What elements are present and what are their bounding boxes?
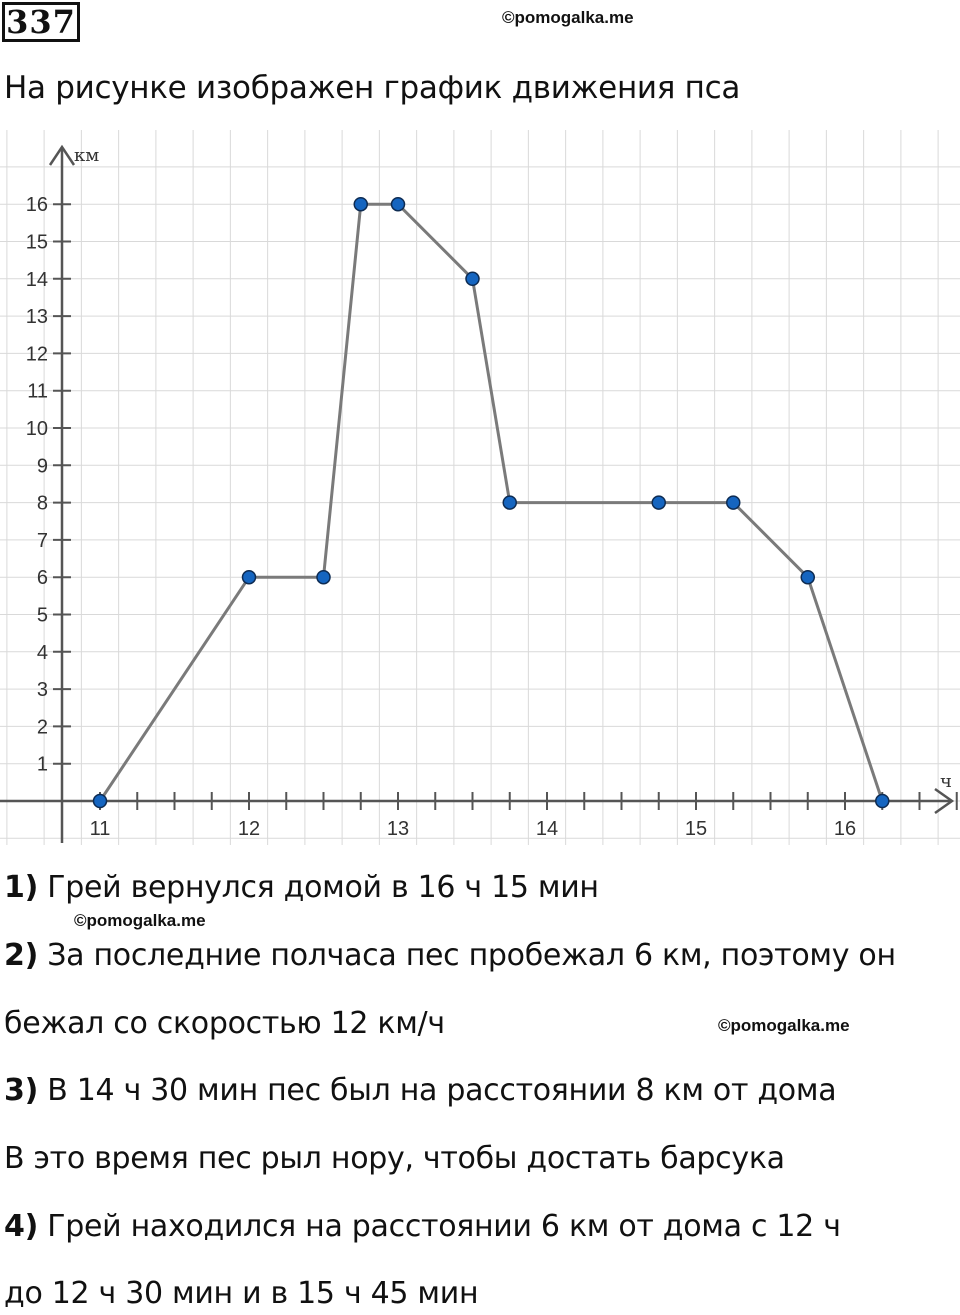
answer-1-number: 1): [4, 870, 38, 905]
data-point: [726, 495, 741, 510]
answer-4-text: Грей находился на расстоянии 6 км от дом…: [38, 1209, 841, 1244]
y-tick-label: 8: [37, 493, 48, 515]
y-axis-label: км: [74, 145, 99, 166]
answer-2-text: За последние полчаса пес пробежал 6 км, …: [38, 938, 896, 973]
answer-2: 2) За последние полчаса пес пробежал 6 к…: [4, 938, 896, 973]
data-point: [390, 196, 406, 212]
answer-3: 3) В 14 ч 30 мин пес был на расстоянии 8…: [4, 1073, 837, 1108]
watermark-middle: ©pomogalka.me: [74, 911, 206, 930]
x-tick-label: 14: [536, 818, 558, 840]
problem-heading: На рисунке изображен график движения пса: [4, 70, 741, 106]
answer-1: 1) Грей вернулся домой в 16 ч 15 мин: [4, 870, 599, 905]
y-tick-label: 15: [26, 232, 48, 254]
answer-1-text: Грей вернулся домой в 16 ч 15 мин: [38, 870, 599, 905]
x-tick-label: 11: [90, 818, 111, 840]
answer-4-continued: до 12 ч 30 мин и в 15 ч 45 мин: [4, 1276, 479, 1311]
y-tick-label: 2: [37, 716, 48, 738]
y-tick-label: 12: [26, 343, 48, 365]
y-tick-label: 10: [26, 418, 48, 440]
data-point: [316, 569, 331, 585]
x-tick-label: 15: [685, 818, 707, 840]
y-tick-label: 1: [37, 754, 48, 776]
answer-3-number: 3): [4, 1073, 38, 1108]
answer-2-number: 2): [4, 938, 38, 973]
y-tick-label: 4: [37, 642, 48, 664]
y-tick-label: 11: [27, 381, 48, 403]
x-axis-label: ч: [940, 771, 952, 792]
data-point: [651, 495, 666, 510]
answer-3-continued: В это время пес рыл нору, чтобы достать …: [4, 1141, 785, 1176]
y-tick-label: 14: [26, 269, 48, 291]
x-tick-label: 16: [834, 818, 856, 840]
data-point: [241, 569, 257, 585]
y-tick-label: 16: [26, 194, 48, 216]
x-tick-label: 12: [238, 818, 260, 840]
data-point: [800, 569, 815, 585]
answer-4: 4) Грей находился на расстоянии 6 км от …: [4, 1209, 841, 1244]
data-point: [502, 495, 517, 510]
problem-number: 337: [2, 2, 80, 42]
answer-3-text: В 14 ч 30 мин пес был на расстоянии 8 км…: [38, 1073, 837, 1108]
answer-4-number: 4): [4, 1209, 38, 1244]
data-point: [465, 271, 480, 287]
y-tick-label: 3: [37, 679, 48, 701]
watermark-top: ©pomogalka.me: [502, 8, 634, 27]
y-tick-label: 6: [37, 567, 48, 589]
x-tick-label: 13: [387, 818, 409, 840]
data-point: [353, 196, 368, 212]
y-tick-label: 7: [37, 530, 48, 552]
data-point: [875, 793, 890, 809]
y-axis-arrow: [48, 144, 76, 166]
y-tick-label: 5: [37, 605, 48, 627]
watermark-bottom: ©pomogalka.me: [718, 1016, 850, 1035]
y-tick-label: 13: [26, 306, 48, 328]
answer-2-continued: бежал со скоростью 12 км/ч: [4, 1006, 445, 1041]
x-axis-arrow: [934, 787, 955, 815]
y-tick-label: 9: [37, 455, 48, 477]
data-point: [92, 793, 108, 809]
